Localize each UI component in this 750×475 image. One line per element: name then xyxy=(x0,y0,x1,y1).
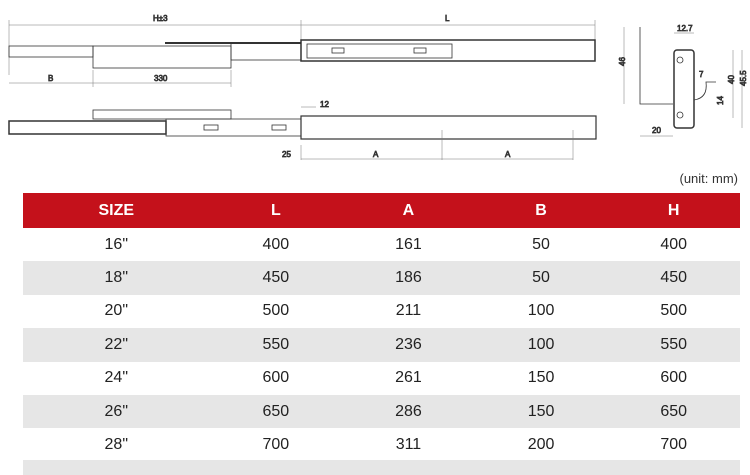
table-cell: 550 xyxy=(209,328,343,362)
dim-l: L xyxy=(445,14,450,23)
slide-technical-drawing: H±3 L B 330 12 25 A A 46 12.7 7 40 45.5 … xyxy=(8,14,748,160)
table-row: 28" 700 311 200 700 xyxy=(23,428,740,461)
table-cell: 236 xyxy=(342,328,475,362)
table-cell: 50 xyxy=(532,235,550,253)
dim-b: B xyxy=(48,74,53,83)
table-cell: 450 xyxy=(607,261,740,295)
table-footer-strip xyxy=(23,460,740,475)
dim-a1: A xyxy=(373,150,379,159)
extended-slide-side xyxy=(8,106,597,160)
table-cell: 650 xyxy=(607,394,740,429)
table-cell: 26" xyxy=(23,394,210,429)
header-l: L xyxy=(209,193,343,228)
table-row: 18" 450 186 50 450 xyxy=(23,261,740,295)
table-cell: 311 xyxy=(395,436,422,454)
table-cell: 161 xyxy=(395,235,422,253)
dim-12: 12 xyxy=(320,100,329,109)
table-cell: 500 xyxy=(660,302,688,320)
table-row: 26" 650 286 150 650 xyxy=(23,394,740,429)
table-row: 20" 500 211 100 500 xyxy=(23,295,740,328)
table-cell: 700 xyxy=(262,436,290,454)
table-cell: 500 xyxy=(262,302,290,320)
table-cell: 211 xyxy=(395,302,422,320)
table-cell: 286 xyxy=(342,394,475,429)
table-cell: 261 xyxy=(395,369,422,387)
table-cell: 400 xyxy=(660,235,688,253)
table-cell: 200 xyxy=(527,436,555,454)
table-cell: 100 xyxy=(474,328,608,362)
header-size: SIZE xyxy=(23,193,210,228)
table-cell: 20" xyxy=(104,302,128,320)
table-row: 16" 400 161 50 400 xyxy=(23,228,740,261)
table-cell: 150 xyxy=(474,394,608,429)
header-a: A xyxy=(342,193,475,228)
table-header: SIZE L A B H xyxy=(23,193,740,228)
header-h: H xyxy=(607,193,740,228)
dim-h: H±3 xyxy=(153,14,168,23)
table-cell: 18" xyxy=(23,261,210,295)
slide-cross-section xyxy=(623,27,743,137)
table-cell: 28" xyxy=(104,436,128,454)
extended-slide-top xyxy=(8,20,596,87)
dim-14: 14 xyxy=(716,96,725,105)
header-b: B xyxy=(474,193,608,228)
dim-12-7: 12.7 xyxy=(677,24,693,33)
table-cell: 22" xyxy=(23,328,210,362)
table-cell: 600 xyxy=(262,369,290,387)
table-cell: 100 xyxy=(527,302,555,320)
table-cell: 550 xyxy=(607,328,740,362)
dim-25: 25 xyxy=(282,150,291,159)
table-cell: 16" xyxy=(104,235,128,253)
table-cell: 186 xyxy=(342,261,475,295)
table-cell: 450 xyxy=(209,261,343,295)
table-cell: 24" xyxy=(104,369,128,387)
size-table: SIZE L A B H 16" 400 161 50 400 18" 450 186 50 45… xyxy=(23,193,740,462)
table-cell: 650 xyxy=(209,394,343,429)
table-cell: 700 xyxy=(660,436,688,454)
table-cell: 600 xyxy=(660,369,688,387)
table-cell: 50 xyxy=(474,261,608,295)
table-cell: 150 xyxy=(527,369,555,387)
table-row: 24" 600 261 150 600 xyxy=(23,362,740,395)
table-cell: 400 xyxy=(262,235,290,253)
dim-20: 20 xyxy=(652,126,661,135)
dim-7: 7 xyxy=(699,70,704,79)
unit-note: (unit: mm) xyxy=(679,171,739,186)
dim-46: 46 xyxy=(618,57,627,66)
dim-40: 40 xyxy=(727,75,736,84)
dim-a2: A xyxy=(505,150,511,159)
dim-45-5: 45.5 xyxy=(739,70,748,86)
dim-330: 330 xyxy=(154,74,168,83)
table-row: 22" 550 236 100 550 xyxy=(23,328,740,362)
